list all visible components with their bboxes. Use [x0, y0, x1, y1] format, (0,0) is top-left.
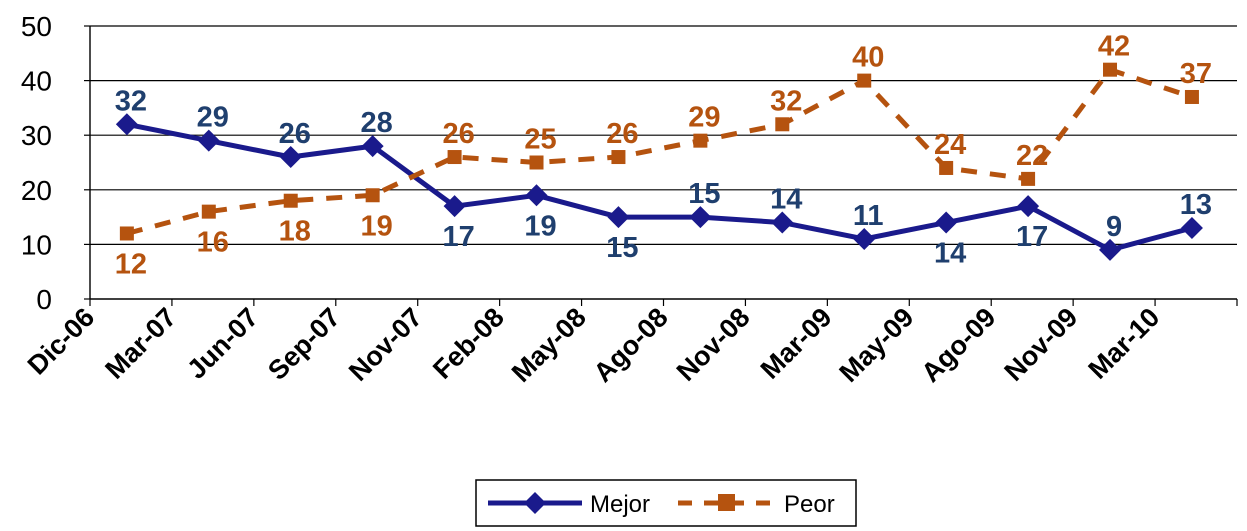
data-label-mejor: 28 [361, 107, 393, 139]
series-peor-marker [201, 204, 216, 219]
series-mejor-marker [853, 227, 876, 250]
data-label-peor: 25 [524, 124, 556, 156]
data-label-mejor: 11 [853, 200, 884, 232]
x-tick-label: May-09 [834, 302, 920, 388]
series-mejor-marker [279, 146, 302, 169]
data-label-peor: 12 [115, 248, 147, 280]
legend-peor-marker [718, 494, 735, 511]
series-peor-marker [857, 73, 872, 88]
legend-peor-label: Peor [784, 491, 835, 518]
data-label-peor: 26 [606, 118, 638, 150]
y-tick-label: 40 [21, 66, 52, 97]
x-tick-label: Jun-07 [181, 302, 264, 385]
data-label-peor: 19 [361, 210, 393, 242]
data-label-peor: 18 [279, 216, 311, 248]
x-tick-label: Ago-09 [916, 302, 1002, 388]
x-tick-label: Nov-07 [343, 302, 428, 387]
series-mejor-marker [689, 206, 712, 229]
x-tick-label: Dic-06 [22, 302, 101, 381]
series-mejor-marker [197, 129, 220, 152]
data-label-peor: 26 [442, 118, 474, 150]
series-peor-marker [447, 150, 462, 165]
series-peor-marker [939, 160, 954, 175]
data-label-peor: 40 [852, 42, 884, 74]
data-label-mejor: 17 [1016, 221, 1048, 253]
x-tick-label: Sep-07 [262, 302, 346, 386]
data-label-peor: 42 [1098, 31, 1130, 63]
series-mejor-marker [1099, 238, 1122, 261]
series-peor-marker [283, 193, 298, 208]
data-label-mejor: 15 [688, 178, 720, 210]
legend-mejor-marker [524, 492, 546, 514]
data-label-mejor: 32 [115, 85, 147, 117]
x-tick-label: Mar-09 [755, 302, 838, 385]
data-label-peor: 16 [197, 227, 229, 259]
grid-lines [90, 25, 1237, 245]
series-peor-marker [1184, 89, 1199, 104]
y-tick-label: 10 [21, 229, 52, 260]
y-tick-label: 20 [21, 175, 52, 206]
series-peor-marker [611, 150, 626, 165]
x-tick-label: Ago-08 [588, 302, 674, 388]
series-mejor-marker [771, 211, 794, 234]
x-tick-label: Feb-08 [427, 302, 510, 385]
x-tick-label: Nov-08 [671, 302, 756, 387]
data-labels: 32 29 26 28 17 19 15 15 14 11 14 17 9 13 12 16 18 19 26 25 2… [115, 31, 1212, 281]
axes [89, 26, 1237, 300]
series-mejor-marker [443, 195, 466, 218]
series-peor-marker [1021, 171, 1036, 186]
series-peor-marker [529, 155, 544, 170]
x-tick-label: Mar-07 [99, 302, 182, 385]
x-tick-label: Mar-10 [1083, 302, 1166, 385]
y-axis-ticks: 0 10 20 30 40 50 [21, 11, 90, 315]
data-label-mejor: 14 [934, 238, 966, 270]
data-label-peor: 24 [934, 129, 966, 161]
x-tick-label: May-08 [506, 302, 592, 388]
data-label-peor: 37 [1180, 58, 1212, 90]
series-mejor-line [126, 121, 1193, 253]
series-mejor-marker [935, 211, 958, 234]
series-peor-marker [693, 133, 708, 148]
data-label-mejor: 26 [279, 118, 311, 150]
data-label-mejor: 15 [606, 232, 638, 264]
x-tick-label: Nov-09 [999, 302, 1084, 387]
data-label-peor: 22 [1016, 140, 1048, 172]
y-tick-label: 50 [21, 11, 52, 42]
series-mejor-marker [1180, 217, 1203, 240]
data-label-mejor: 9 [1106, 211, 1122, 243]
y-tick-label: 30 [21, 120, 52, 151]
series-peor-marker [365, 188, 380, 203]
data-label-mejor: 29 [197, 102, 229, 134]
series-peor-line [126, 67, 1193, 236]
legend: Mejor Peor [475, 479, 857, 527]
data-label-peor: 29 [688, 102, 720, 134]
series-mejor-marker [525, 184, 548, 207]
series-layer [115, 62, 1203, 261]
legend-mejor-label: Mejor [590, 491, 650, 518]
data-label-mejor: 17 [442, 221, 474, 253]
series-mejor-marker [361, 135, 384, 158]
series-peor-marker [119, 226, 134, 241]
data-label-mejor: 19 [524, 210, 556, 242]
series-mejor-marker [1017, 195, 1040, 218]
data-label-peor: 32 [770, 85, 802, 117]
y-tick-label: 0 [36, 284, 52, 315]
data-label-mejor: 13 [1180, 189, 1212, 221]
data-label-mejor: 14 [770, 184, 802, 216]
series-peor-marker [775, 117, 790, 132]
series-mejor-marker [607, 206, 630, 229]
series-peor-marker [1103, 62, 1118, 77]
series-mejor-marker [115, 113, 138, 136]
